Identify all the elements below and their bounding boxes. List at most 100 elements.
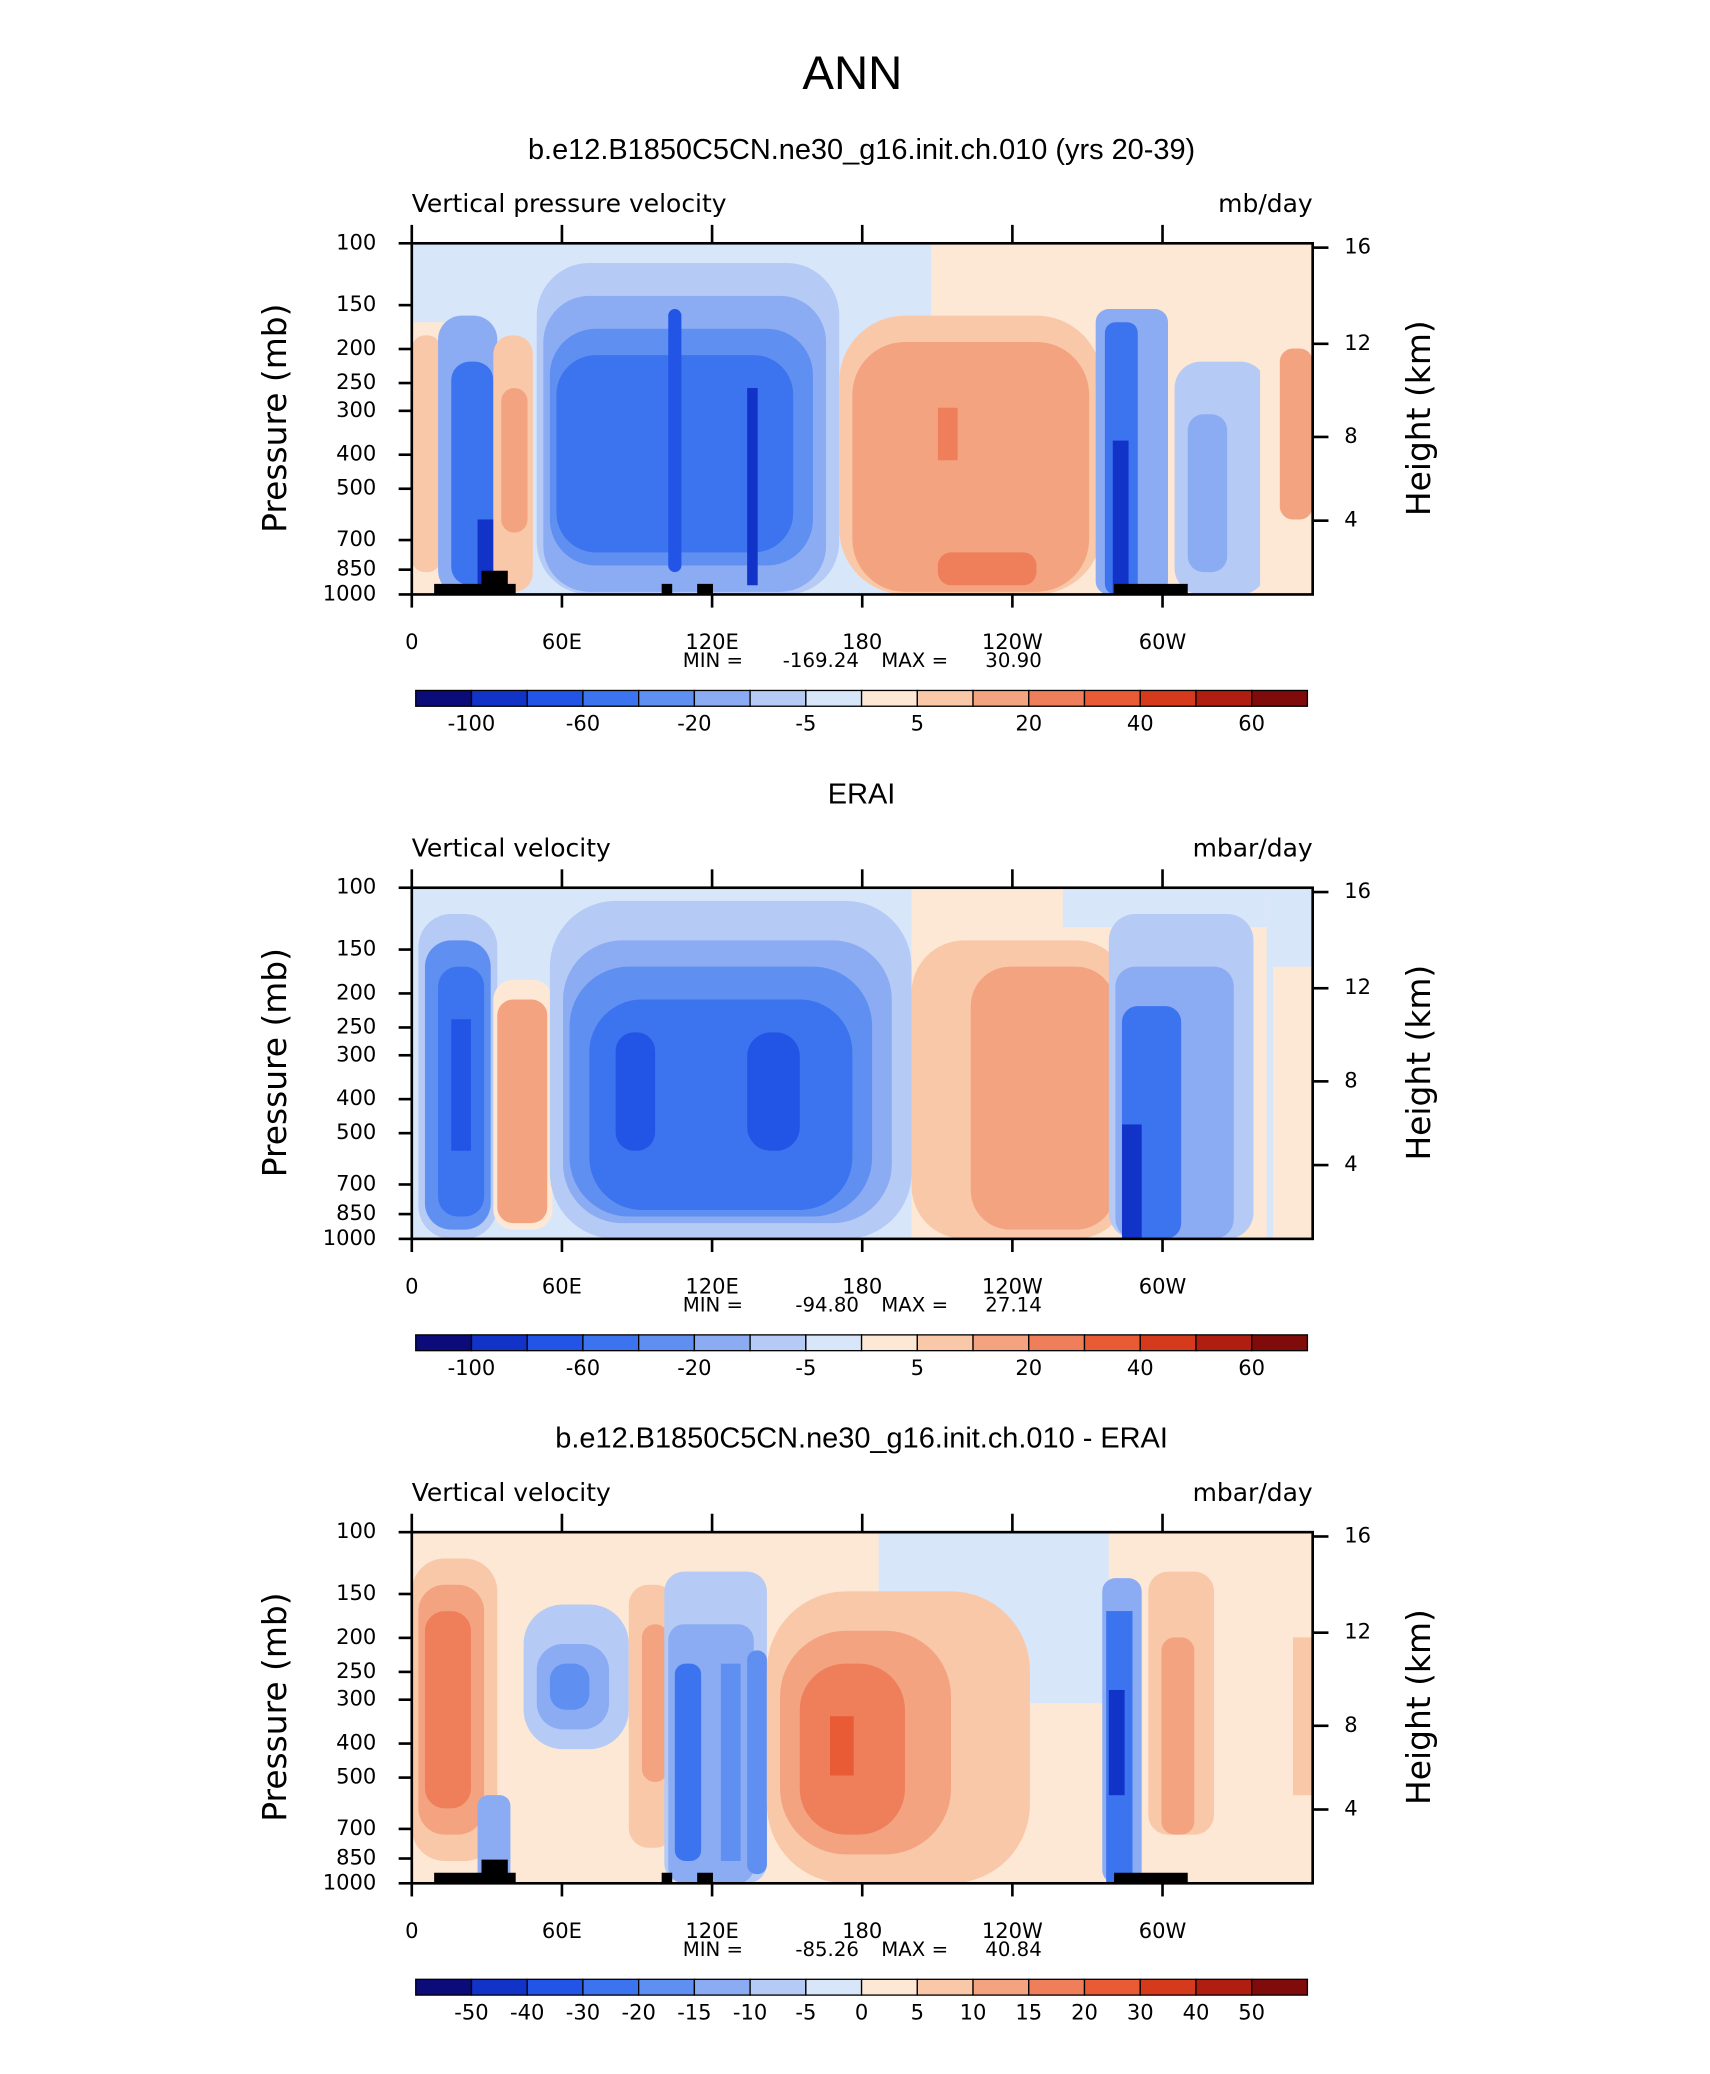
panel-title: b.e12.B1850C5CN.ne30_g16.init.ch.010 (yr… bbox=[528, 134, 1195, 166]
colorbar-label: 20 bbox=[1015, 711, 1042, 736]
y-tick-label: 500 bbox=[336, 475, 376, 500]
colorbar-box bbox=[582, 689, 640, 707]
max-label: MAX = bbox=[881, 649, 948, 672]
right-string: mbar/day bbox=[1193, 834, 1313, 863]
colorbar-box bbox=[805, 1334, 863, 1352]
contour-region bbox=[1187, 414, 1228, 573]
x-tick-label: 60W bbox=[1139, 629, 1187, 654]
colorbar-box bbox=[805, 689, 863, 707]
colorbar-box bbox=[415, 689, 473, 707]
contour-region bbox=[451, 1019, 471, 1151]
y-axis-label: Pressure (mb) bbox=[255, 1592, 294, 1821]
min-label: MIN = bbox=[683, 1293, 743, 1316]
colorbar-box bbox=[749, 1978, 807, 1996]
contour-region bbox=[1112, 440, 1129, 595]
colorbar-box bbox=[1028, 689, 1086, 707]
colorbar-box bbox=[1083, 1334, 1141, 1352]
colorbar-box bbox=[415, 1334, 473, 1352]
colorbar-label: -60 bbox=[566, 711, 600, 736]
contour-region bbox=[549, 1663, 590, 1710]
figure-title: ANN bbox=[802, 47, 902, 100]
contour-field bbox=[411, 887, 1313, 1239]
colorbar-box bbox=[749, 689, 807, 707]
colorbar-box bbox=[1139, 689, 1197, 707]
y-tick-label: 100 bbox=[336, 874, 376, 899]
colorbar-box bbox=[1083, 1978, 1141, 1996]
min-label: MIN = bbox=[683, 649, 743, 672]
colorbar-box bbox=[972, 1334, 1030, 1352]
colorbar-box bbox=[693, 1334, 751, 1352]
contour-region bbox=[1273, 966, 1313, 1239]
colorbar-box bbox=[582, 1334, 640, 1352]
left-string: Vertical velocity bbox=[412, 834, 611, 863]
colorbar-label: -20 bbox=[677, 1355, 711, 1380]
colorbar-label: 50 bbox=[1238, 2000, 1265, 2025]
y2-tick-label: 12 bbox=[1344, 330, 1371, 355]
y2-tick-label: 16 bbox=[1344, 234, 1371, 259]
y-tick-label: 300 bbox=[336, 1041, 376, 1066]
y2-tick-label: 8 bbox=[1344, 1712, 1357, 1737]
x-tick-label: 120W bbox=[982, 1918, 1043, 1943]
colorbar-box bbox=[1195, 689, 1253, 707]
y2-tick-label: 12 bbox=[1344, 1619, 1371, 1644]
y-axis-label: Pressure (mb) bbox=[255, 948, 294, 1177]
contour-region bbox=[937, 407, 958, 461]
contour-region bbox=[641, 1624, 669, 1783]
colorbar-label: -10 bbox=[733, 2000, 767, 2025]
y-tick-label: 850 bbox=[336, 1200, 376, 1225]
colorbar-label: 5 bbox=[911, 1355, 924, 1380]
y-tick-label: 100 bbox=[336, 1518, 376, 1543]
colorbar-box bbox=[1195, 1334, 1253, 1352]
contour-region bbox=[411, 335, 441, 573]
y2-axis-label: Height (km) bbox=[1399, 965, 1438, 1161]
max-value: 40.84 bbox=[985, 1938, 1041, 1961]
y-axis-label: Pressure (mb) bbox=[255, 304, 294, 533]
y-tick-label: 700 bbox=[336, 1170, 376, 1195]
colorbar-box bbox=[470, 1978, 528, 1996]
colorbar-box bbox=[693, 1978, 751, 1996]
colorbar-box bbox=[1251, 1334, 1309, 1352]
y2-tick-label: 12 bbox=[1344, 974, 1371, 999]
colorbar-box bbox=[1251, 689, 1309, 707]
colorbar-box bbox=[860, 1334, 918, 1352]
y2-tick-label: 4 bbox=[1344, 507, 1357, 532]
y2-axis-label: Height (km) bbox=[1399, 320, 1438, 516]
max-label: MAX = bbox=[881, 1293, 948, 1316]
y-tick-label: 700 bbox=[336, 1815, 376, 1840]
x-tick-label: 60W bbox=[1139, 1274, 1187, 1299]
colorbar-label: 0 bbox=[855, 2000, 868, 2025]
colorbar-box bbox=[470, 689, 528, 707]
y-tick-label: 100 bbox=[336, 229, 376, 254]
contour-region bbox=[424, 1611, 471, 1809]
y-tick-label: 850 bbox=[336, 1845, 376, 1870]
colorbar-box bbox=[1195, 1978, 1253, 1996]
left-string: Vertical velocity bbox=[412, 1478, 611, 1507]
colorbar-label: 20 bbox=[1071, 2000, 1098, 2025]
colorbar-label: -5 bbox=[795, 1355, 816, 1380]
colorbar-box bbox=[860, 1978, 918, 1996]
contour-region bbox=[747, 1650, 767, 1875]
colorbar-box bbox=[1139, 1978, 1197, 1996]
max-value: 30.90 bbox=[985, 649, 1041, 672]
max-value: 27.14 bbox=[985, 1293, 1041, 1316]
contour-region bbox=[1279, 348, 1313, 520]
y2-tick-label: 4 bbox=[1344, 1796, 1357, 1821]
colorbar-label: -60 bbox=[566, 1355, 600, 1380]
colorbar-label: 60 bbox=[1238, 1355, 1265, 1380]
colorbar-label: 40 bbox=[1127, 1355, 1154, 1380]
contour-field bbox=[411, 1532, 1313, 1884]
colorbar-box bbox=[1083, 689, 1141, 707]
x-tick-label: 120E bbox=[685, 1918, 738, 1943]
y-tick-label: 400 bbox=[336, 1085, 376, 1110]
y-tick-label: 400 bbox=[336, 1730, 376, 1755]
x-tick-label: 120W bbox=[982, 629, 1043, 654]
min-label: MIN = bbox=[683, 1938, 743, 1961]
colorbar-box bbox=[526, 1978, 584, 1996]
contour-region bbox=[747, 387, 758, 586]
contour-region bbox=[970, 966, 1116, 1230]
colorbar-box bbox=[1139, 1334, 1197, 1352]
panel-title: ERAI bbox=[828, 778, 896, 810]
colorbar-box bbox=[916, 1978, 974, 1996]
colorbar-label: -20 bbox=[621, 2000, 655, 2025]
y-tick-label: 300 bbox=[336, 1686, 376, 1711]
